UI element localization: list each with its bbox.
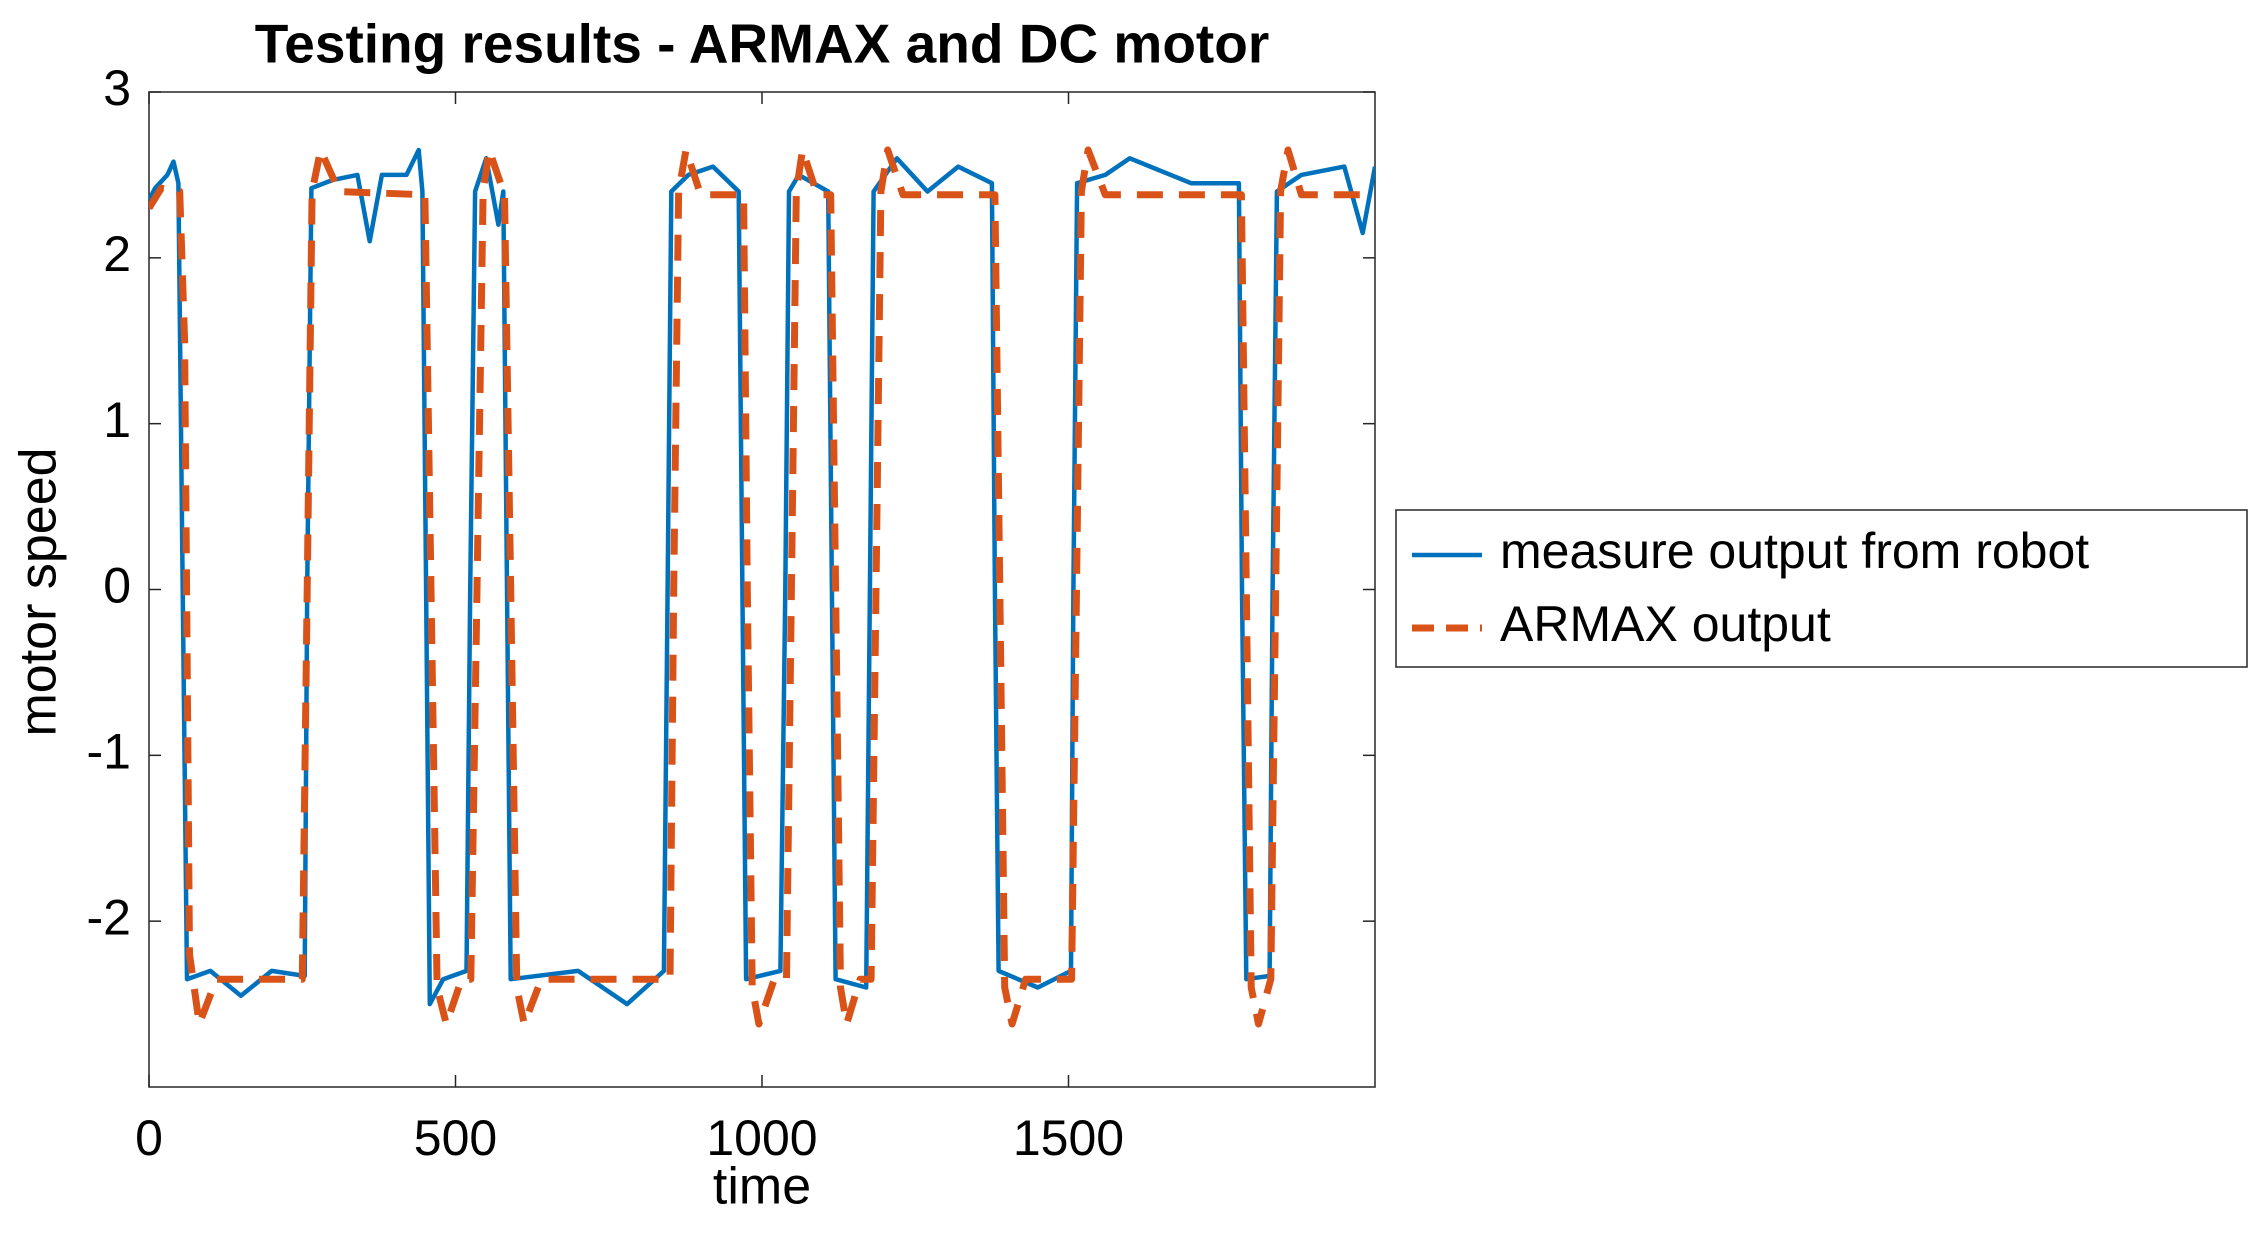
x-tick-label: 0	[135, 1110, 163, 1166]
y-tick-label: 1	[103, 392, 131, 448]
x-tick-label: 1000	[706, 1110, 817, 1166]
series-line	[149, 147, 1375, 1007]
y-tick-label: -2	[87, 889, 131, 945]
chart-title: Testing results - ARMAX and DC motor	[255, 13, 1270, 75]
y-tick-label: 2	[103, 226, 131, 282]
plot-frame	[148, 91, 1376, 1088]
x-tick-label: 500	[414, 1110, 497, 1166]
y-tick-label: -1	[87, 724, 131, 780]
y-tick-label: 0	[103, 558, 131, 614]
legend-label: measure output from robot	[1500, 523, 2089, 579]
y-tick-label: 3	[103, 60, 131, 116]
x-tick-label: 1500	[1013, 1110, 1124, 1166]
legend[interactable]	[1395, 509, 2248, 668]
legend-label: ARMAX output	[1500, 596, 1831, 652]
series-line	[149, 146, 1375, 1028]
x-axis-label: time	[713, 1158, 811, 1216]
y-axis-label: motor speed	[10, 447, 68, 736]
